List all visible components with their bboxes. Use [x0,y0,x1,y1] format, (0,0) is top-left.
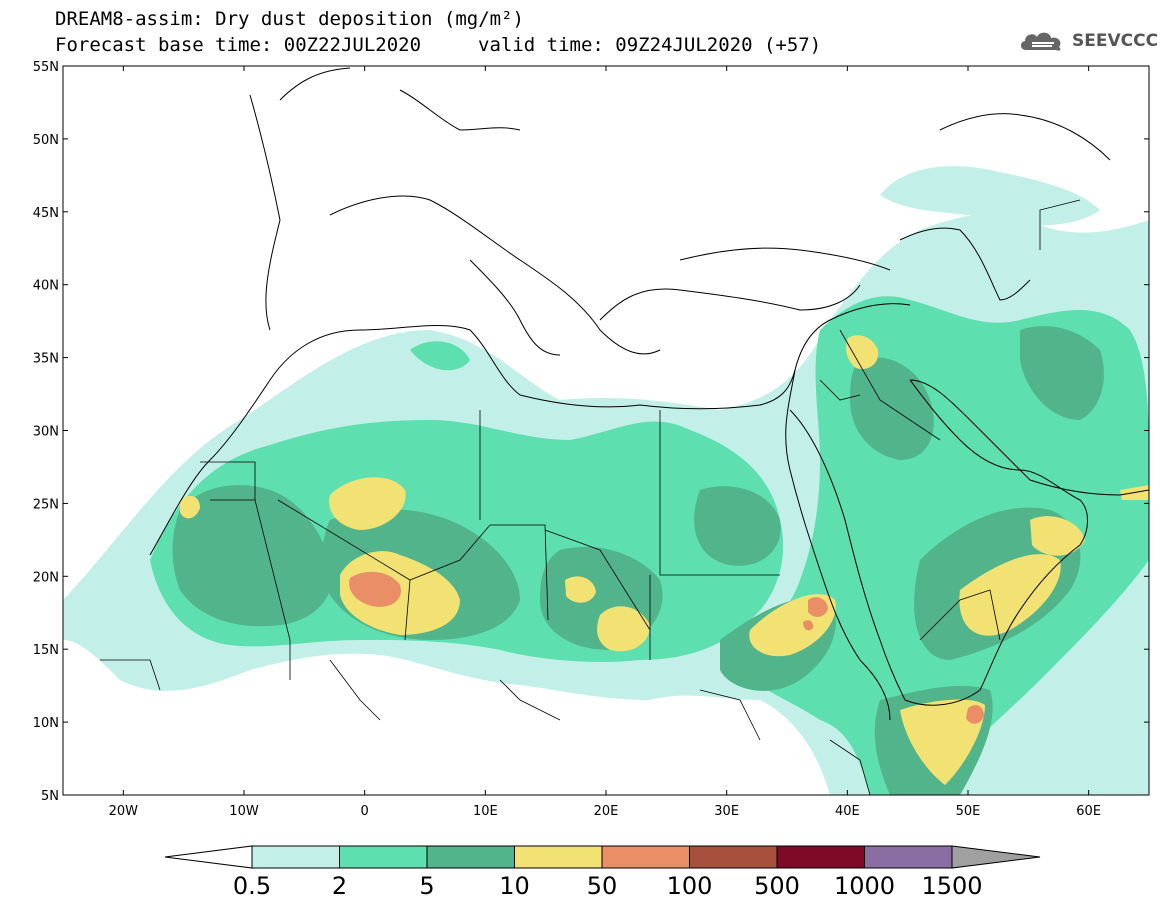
colorbar-label: 50 [586,872,618,900]
lat-tick-label: 15N [33,643,59,658]
colorbar-segment [514,845,603,869]
lat-tick-label: 40N [33,279,59,294]
lon-tick-label: 10W [229,804,259,819]
contour-0.5b [880,166,1100,226]
colorbar-over-arrow [951,845,1041,869]
contour-10b [329,477,406,530]
colorbar-segment [864,845,953,869]
contour-10d [565,576,596,603]
contour-10j [180,495,200,519]
colorbar-label: 1500 [921,872,983,900]
colorbar-under-arrow [164,845,253,869]
base-time-label: Forecast base time: 00Z22JUL2020 [55,34,422,56]
lon-tick-label: 30E [714,804,739,819]
colorbar-label: 100 [666,872,713,900]
lon-tick-label: 60E [1076,804,1101,819]
lon-tick-label: 50E [956,804,981,819]
colorbar-segment [776,845,865,869]
colorbar-label: 0.5 [232,872,272,900]
lat-tick-label: 55N [33,60,59,75]
seevccc-logo: SEEVCCC [1018,26,1158,56]
contour-50c [966,705,984,724]
cloud-icon [1020,32,1061,51]
logo-text: SEEVCCC [1072,31,1159,51]
lat-tick-label: 35N [33,352,59,367]
contour-5d [694,486,781,566]
contour-10i [846,335,879,370]
contour-2c [410,341,470,371]
contour-10g [1030,516,1085,556]
chart-title: DREAM8-assim: Dry dust deposition (mg/m²… [55,8,524,30]
valid-time-label: valid time: 09Z24JUL2020 (+57) [478,34,822,56]
colorbar-label: 1000 [833,872,896,900]
colorbar-label: 500 [754,872,800,900]
dust-field [63,66,1149,795]
lon-tick-label: 20E [594,804,619,819]
colorbar-segment [339,845,428,869]
contour-10c [597,606,650,652]
colorbar-label: 10 [499,872,530,900]
lon-tick-label: 20W [109,804,139,819]
colorbar-segment [689,845,778,869]
lat-tick-label: 5N [41,789,59,804]
lat-tick-label: 50N [33,133,59,148]
contour-50 [349,571,401,607]
contour-10h [900,699,985,785]
lat-tick-label: 10N [33,716,59,731]
lon-tick-label: 40E [835,804,860,819]
colorbar-label: 5 [419,872,435,900]
contour-10f [959,554,1061,636]
longitude-axis: 20W 10W 0 10E 20E 30E 40E 50E 60E [109,66,1101,819]
contour-50d [803,620,814,631]
lat-tick-label: 45N [33,206,59,221]
lon-tick-label: 0 [361,804,369,819]
lon-tick-label: 10E [473,804,498,819]
latitude-axis: 55N 50N 45N 40N 35N 30N 25N 20N 15N 10N 5N [33,60,1149,804]
lat-tick-label: 20N [33,570,59,585]
colorbar-segment [601,845,690,869]
colorbar-label: 2 [331,872,348,900]
contour-50b [808,597,828,617]
colorbar-segment [426,845,515,869]
lat-tick-label: 30N [33,425,59,440]
contour-5 [172,485,333,627]
colorbar-segment [251,845,340,869]
contour-5i [1020,326,1104,420]
lat-tick-label: 25N [33,497,59,512]
country-borders [100,199,1081,795]
colorbar [164,845,1041,869]
coastlines [149,67,1149,721]
